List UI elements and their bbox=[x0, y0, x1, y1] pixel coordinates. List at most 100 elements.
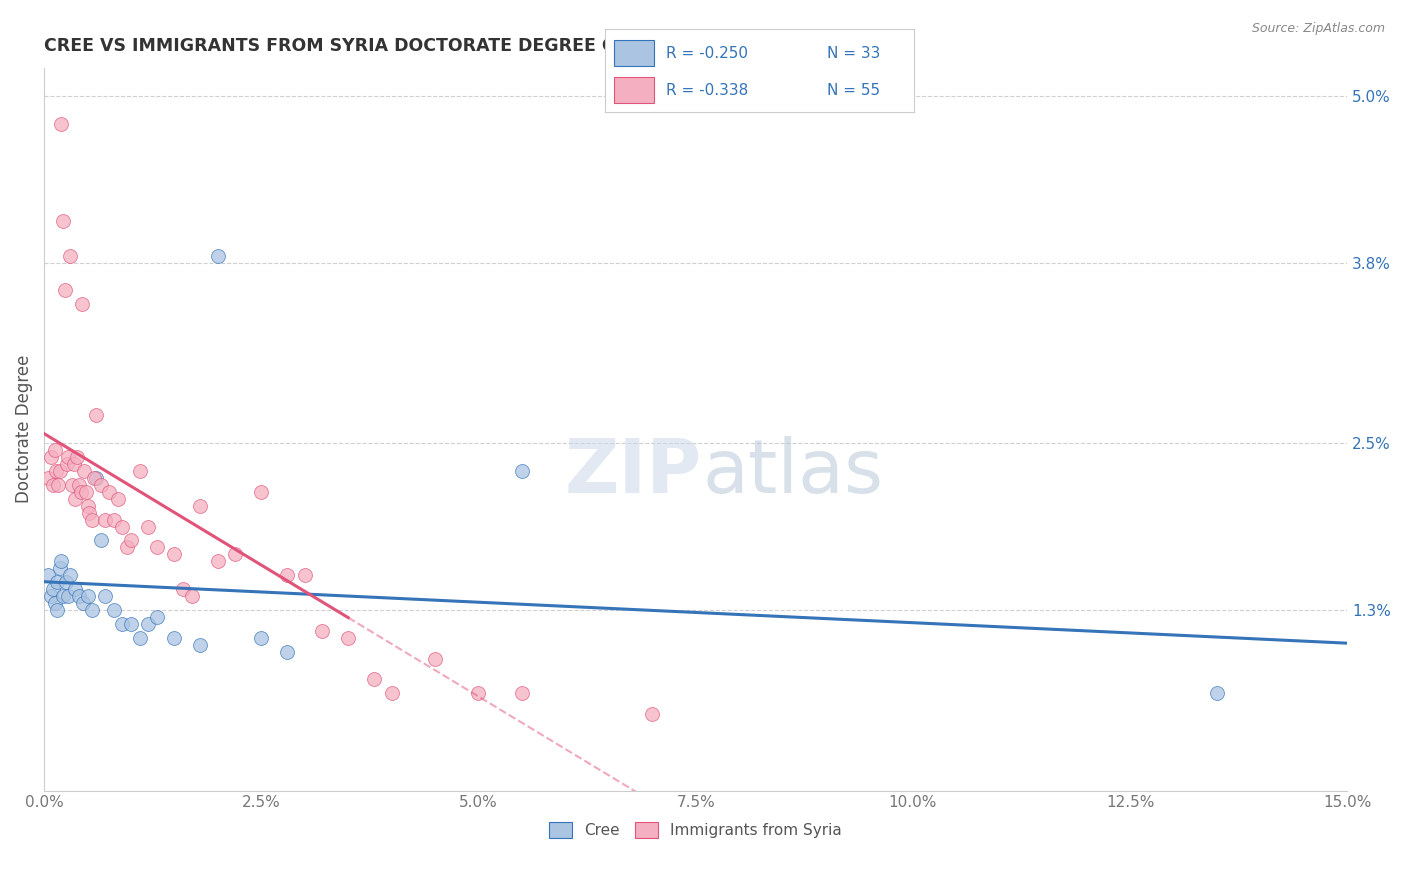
Point bbox=[94, 513, 117, 527]
Point bbox=[510, 686, 533, 700]
Point bbox=[59, 568, 82, 582]
Point bbox=[98, 484, 121, 499]
Y-axis label: Doctorate Degree: Doctorate Degree bbox=[15, 355, 32, 503]
Point bbox=[207, 249, 229, 263]
Point bbox=[83, 471, 105, 485]
Text: atlas: atlas bbox=[702, 436, 883, 509]
Point bbox=[138, 616, 160, 631]
Point bbox=[190, 499, 212, 513]
Point bbox=[467, 686, 489, 700]
Point bbox=[79, 506, 101, 520]
Point bbox=[48, 464, 70, 478]
Text: Source: ZipAtlas.com: Source: ZipAtlas.com bbox=[1251, 22, 1385, 36]
Point bbox=[423, 651, 446, 665]
Point bbox=[120, 533, 142, 548]
Point bbox=[44, 596, 66, 610]
Point bbox=[59, 249, 82, 263]
Point bbox=[80, 603, 103, 617]
Point bbox=[363, 673, 385, 687]
Text: CREE VS IMMIGRANTS FROM SYRIA DOCTORATE DEGREE CORRELATION CHART: CREE VS IMMIGRANTS FROM SYRIA DOCTORATE … bbox=[44, 37, 811, 55]
Point bbox=[128, 464, 150, 478]
Point bbox=[90, 533, 112, 548]
Point bbox=[172, 582, 194, 596]
Point bbox=[76, 499, 98, 513]
Point bbox=[39, 589, 62, 603]
Legend: Cree, Immigrants from Syria: Cree, Immigrants from Syria bbox=[543, 816, 848, 845]
Point bbox=[45, 464, 67, 478]
Bar bbox=[614, 77, 654, 103]
Point bbox=[294, 568, 316, 582]
Point bbox=[52, 589, 75, 603]
Point bbox=[120, 616, 142, 631]
Point bbox=[146, 541, 169, 555]
Point bbox=[52, 214, 75, 228]
Point bbox=[163, 631, 186, 645]
Point bbox=[641, 707, 664, 722]
Text: N = 55: N = 55 bbox=[827, 83, 880, 97]
Point bbox=[163, 547, 186, 561]
Point bbox=[66, 450, 89, 464]
Point bbox=[107, 491, 129, 506]
Point bbox=[51, 117, 73, 131]
Text: ZIP: ZIP bbox=[565, 436, 702, 509]
Point bbox=[190, 638, 212, 652]
Point bbox=[510, 464, 533, 478]
Point bbox=[42, 478, 65, 492]
Point bbox=[72, 596, 94, 610]
Point bbox=[276, 645, 298, 659]
Point bbox=[46, 478, 69, 492]
Point bbox=[58, 450, 80, 464]
Point bbox=[138, 519, 160, 533]
Bar bbox=[614, 40, 654, 66]
Point bbox=[63, 582, 86, 596]
Point bbox=[46, 603, 69, 617]
Text: N = 33: N = 33 bbox=[827, 45, 880, 61]
Point bbox=[250, 631, 273, 645]
Point bbox=[62, 457, 84, 471]
Point bbox=[55, 457, 77, 471]
Point bbox=[37, 471, 59, 485]
Point bbox=[65, 491, 87, 506]
Point bbox=[146, 610, 169, 624]
Point bbox=[381, 686, 404, 700]
Point bbox=[80, 513, 103, 527]
Point bbox=[111, 519, 134, 533]
Point bbox=[207, 554, 229, 568]
Point bbox=[311, 624, 333, 638]
Point bbox=[58, 589, 80, 603]
Point bbox=[48, 561, 70, 575]
Point bbox=[73, 464, 96, 478]
Text: R = -0.338: R = -0.338 bbox=[666, 83, 748, 97]
Point bbox=[46, 575, 69, 590]
Point bbox=[1206, 686, 1229, 700]
Point bbox=[39, 450, 62, 464]
Point bbox=[72, 297, 94, 311]
Point bbox=[53, 283, 76, 297]
Point bbox=[84, 409, 107, 423]
Point bbox=[67, 478, 90, 492]
Point bbox=[337, 631, 360, 645]
Point bbox=[111, 616, 134, 631]
Point bbox=[76, 589, 98, 603]
Point bbox=[37, 568, 59, 582]
Point bbox=[67, 589, 90, 603]
Point bbox=[60, 478, 83, 492]
Point bbox=[90, 478, 112, 492]
Point bbox=[103, 513, 125, 527]
Point bbox=[180, 589, 202, 603]
Point bbox=[84, 471, 107, 485]
Point bbox=[69, 484, 91, 499]
Point bbox=[224, 547, 246, 561]
Point bbox=[42, 582, 65, 596]
Point bbox=[250, 484, 273, 499]
Point bbox=[128, 631, 150, 645]
Point bbox=[115, 541, 138, 555]
Point bbox=[276, 568, 298, 582]
Point bbox=[75, 484, 97, 499]
Point bbox=[44, 443, 66, 458]
Point bbox=[103, 603, 125, 617]
Point bbox=[51, 554, 73, 568]
Point bbox=[94, 589, 117, 603]
Text: R = -0.250: R = -0.250 bbox=[666, 45, 748, 61]
Point bbox=[55, 575, 77, 590]
